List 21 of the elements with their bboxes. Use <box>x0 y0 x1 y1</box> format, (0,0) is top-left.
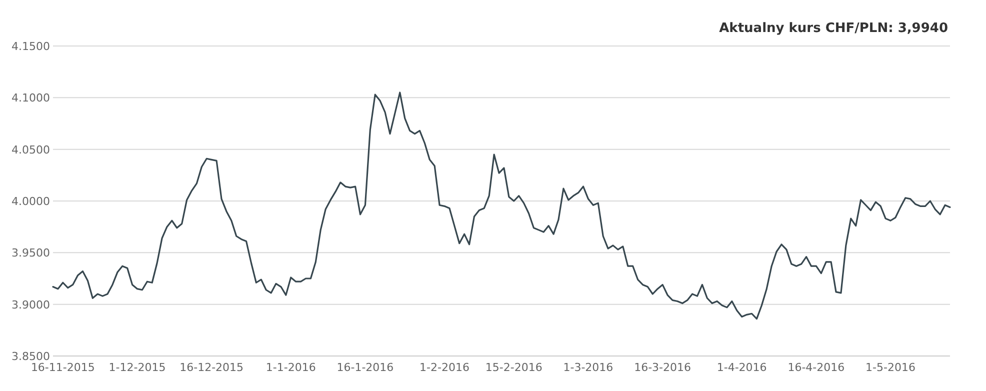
x-tick-label: 16-3-2016 <box>634 361 692 374</box>
y-tick-label: 4.1500 <box>12 40 50 53</box>
chart-title: Aktualny kurs CHF/PLN: 3,9940 <box>719 21 948 36</box>
x-tick-label: 1-3-2016 <box>563 361 614 374</box>
x-tick-label: 16-12-2015 <box>180 361 244 374</box>
x-tick-label: 1-12-2015 <box>108 361 166 374</box>
x-tick-label: 1-1-2016 <box>266 361 316 374</box>
y-tick-label: 4.1000 <box>12 92 50 105</box>
x-tick-label: 16-1-2016 <box>336 361 394 374</box>
x-tick-label: 1-4-2016 <box>716 361 767 374</box>
y-tick-label: 4.0500 <box>12 143 50 156</box>
y-tick-label: 4.0000 <box>12 195 50 208</box>
x-tick-label: 1-2-2016 <box>420 361 470 374</box>
x-tick-label: 16-4-2016 <box>788 361 845 374</box>
y-tick-label: 3.8500 <box>12 350 50 363</box>
y-tick-label: 3.9500 <box>12 246 50 260</box>
y-tick-label: 3.9000 <box>12 298 50 312</box>
line-series <box>52 92 951 320</box>
x-tick-label: 1-5-2016 <box>866 361 916 374</box>
x-tick-label: 16-11-2015 <box>30 361 95 374</box>
x-tick-label: 15-2-2016 <box>485 361 542 374</box>
